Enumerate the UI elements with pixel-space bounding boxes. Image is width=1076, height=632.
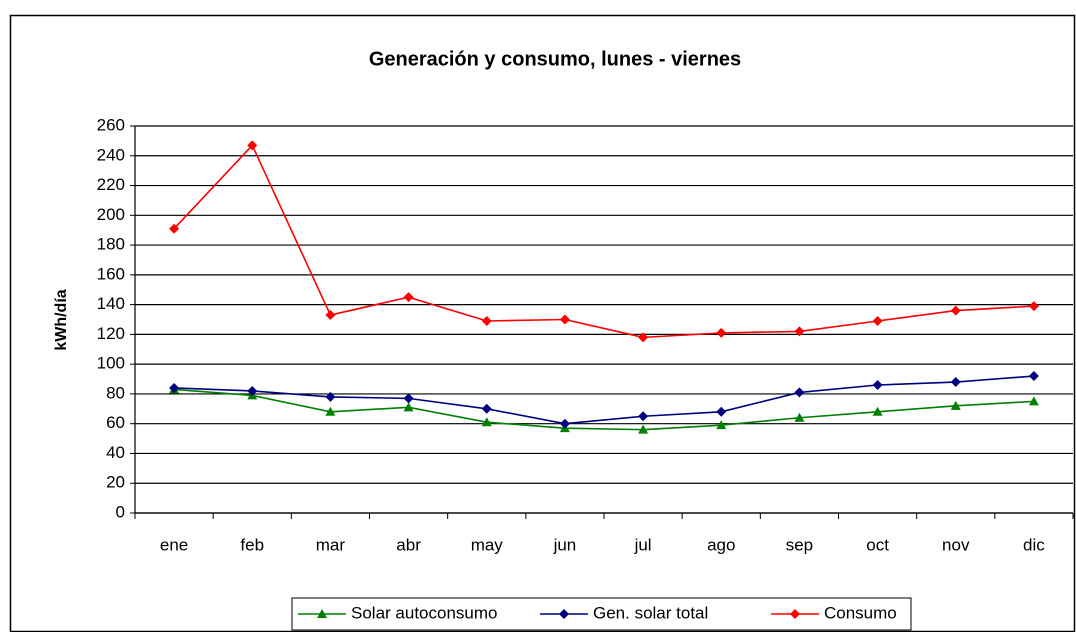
- x-tick-label: ene: [160, 535, 188, 554]
- legend-marker: [559, 609, 569, 619]
- y-axis-title: kWh/día: [53, 289, 70, 350]
- data-point: [403, 292, 414, 303]
- y-tick-label: 260: [97, 115, 125, 134]
- y-tick-label: 180: [97, 235, 125, 254]
- data-point: [950, 305, 961, 316]
- data-point: [481, 315, 492, 326]
- data-point: [403, 393, 414, 404]
- data-point: [794, 412, 805, 422]
- y-tick-label: 40: [106, 443, 125, 462]
- legend-label: Consumo: [824, 603, 897, 622]
- data-point: [1028, 301, 1039, 312]
- data-point: [481, 403, 492, 414]
- data-point: [950, 400, 961, 410]
- data-point: [559, 314, 570, 325]
- data-point: [716, 406, 727, 417]
- chart-frame: [9, 14, 1076, 632]
- x-tick-label: may: [471, 535, 504, 554]
- data-point: [872, 406, 883, 416]
- series-line: [174, 388, 1034, 431]
- y-tick-label: 80: [106, 383, 125, 402]
- series-line: [173, 143, 1034, 339]
- x-tick-label: jun: [553, 535, 577, 554]
- data-point: [794, 387, 805, 398]
- y-tick-label: 60: [106, 413, 125, 432]
- data-point: [794, 326, 805, 337]
- x-tick-label: nov: [942, 535, 970, 554]
- data-point: [559, 418, 570, 429]
- data-point: [638, 411, 649, 422]
- data-point: [325, 406, 336, 416]
- chart-title: Generación y consumo, lunes - viernes: [369, 48, 741, 70]
- data-point: [481, 417, 492, 427]
- data-point: [169, 382, 180, 393]
- data-point: [247, 140, 258, 151]
- x-tick-label: oct: [866, 535, 889, 554]
- series-line: [174, 375, 1034, 425]
- x-tick-label: mar: [316, 535, 346, 554]
- data-point: [950, 377, 961, 388]
- y-tick-label: 240: [97, 145, 125, 164]
- data-point: [325, 391, 336, 402]
- y-tick-label: 0: [116, 502, 125, 521]
- data-point: [716, 420, 727, 430]
- data-point: [638, 424, 649, 434]
- x-tick-label: dic: [1023, 535, 1045, 554]
- y-tick-label: 220: [97, 175, 125, 194]
- data-point: [325, 310, 336, 321]
- data-point: [638, 332, 649, 343]
- data-point: [872, 379, 883, 390]
- y-tick-label: 100: [97, 354, 125, 373]
- data-point: [872, 315, 883, 326]
- legend-label: Solar autoconsumo: [351, 603, 497, 622]
- x-tick-label: feb: [240, 535, 264, 554]
- y-tick-label: 160: [97, 264, 125, 283]
- y-tick-label: 120: [97, 324, 125, 343]
- y-tick-label: 20: [106, 473, 125, 492]
- x-tick-label: abr: [396, 535, 421, 554]
- data-point: [1028, 396, 1039, 406]
- y-tick-label: 200: [97, 205, 125, 224]
- data-point: [169, 223, 180, 234]
- y-tick-label: 140: [97, 294, 125, 313]
- legend-label: Gen. solar total: [593, 603, 708, 622]
- x-tick-label: sep: [786, 535, 813, 554]
- x-tick-label: jul: [634, 535, 652, 554]
- data-point: [716, 327, 727, 338]
- data-point: [1028, 371, 1039, 382]
- legend-marker: [790, 609, 800, 619]
- x-tick-label: ago: [707, 535, 735, 554]
- data-point: [403, 402, 414, 412]
- data-point: [247, 385, 258, 396]
- legend-marker: [317, 609, 327, 618]
